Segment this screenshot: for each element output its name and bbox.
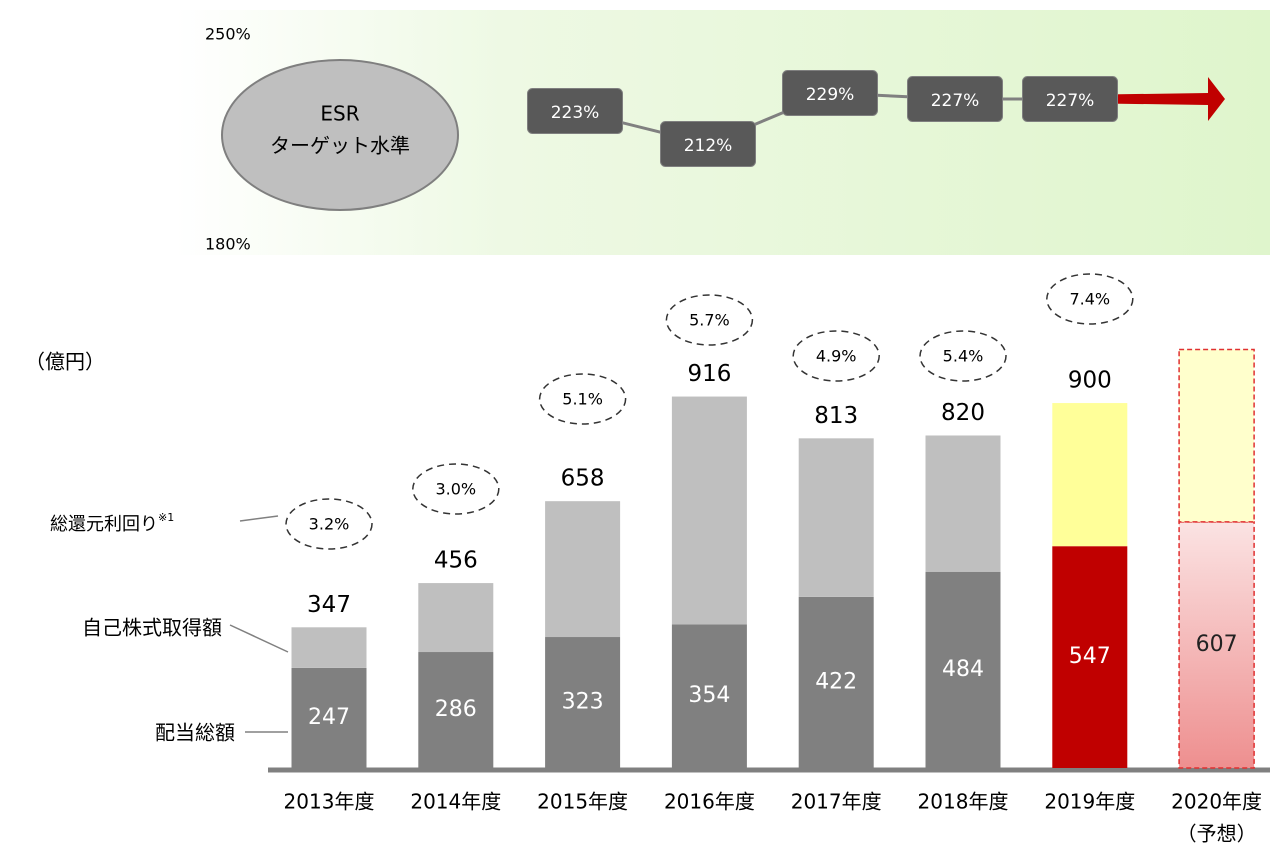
buyback-bar	[671, 396, 747, 625]
dividend-label: 607	[1196, 632, 1238, 657]
dividend-bar	[291, 667, 367, 768]
x-tick-label: 2019年度	[1044, 790, 1135, 814]
legend-label: 総還元利回り※1	[50, 511, 174, 535]
buyback-bar	[1178, 348, 1255, 523]
esr-title: ターゲット水準	[270, 134, 410, 158]
leader-line	[229, 624, 289, 653]
x-tick-label: 2020年度	[1171, 790, 1262, 814]
esr-tick-label: 180%	[205, 235, 251, 254]
x-tick-label: 2015年度	[537, 790, 628, 814]
x-tick-label: 2017年度	[791, 790, 882, 814]
legend-label: 総還元利回り	[50, 514, 158, 535]
dividend-label: 354	[688, 683, 730, 708]
total-label: 900	[1068, 368, 1112, 394]
esr-target-ellipse	[221, 59, 459, 211]
dividend-bar	[925, 571, 1001, 768]
esr-value-label: 212%	[684, 136, 733, 156]
dividend-label: 422	[815, 669, 857, 694]
buyback-bar	[925, 435, 1001, 572]
dividend-bar	[798, 596, 874, 768]
esr-box	[1022, 76, 1118, 122]
yield-oval	[538, 373, 627, 425]
esr-box	[527, 88, 623, 134]
buyback-bar	[545, 501, 621, 638]
yield-oval	[665, 294, 754, 346]
yield-oval	[1046, 273, 1134, 325]
esr-box	[660, 121, 756, 167]
legend-label: 自己株式取得額	[82, 616, 222, 640]
dividend-bar	[1178, 521, 1255, 769]
total-label: 456	[434, 548, 478, 574]
buyback-bar	[798, 438, 874, 597]
leader-line	[239, 515, 279, 522]
dividend-bar	[671, 624, 747, 768]
x-tick-label: 2014年度	[410, 790, 501, 814]
x-tick-note: （予想）	[1177, 822, 1257, 846]
yield-oval	[919, 330, 1007, 382]
dividend-label: 547	[1069, 644, 1111, 669]
x-tick-label: 2013年度	[284, 790, 375, 814]
yield-label: 3.2%	[309, 515, 350, 534]
x-tick-label: 2018年度	[918, 790, 1009, 814]
yield-label: 7.4%	[1069, 290, 1110, 309]
esr-value-label: 227%	[931, 91, 980, 111]
x-tick-label: 2016年度	[664, 790, 755, 814]
legend-note: ※1	[158, 511, 174, 524]
esr-box	[782, 70, 878, 116]
dividend-label: 247	[308, 705, 350, 730]
yield-oval	[412, 463, 500, 515]
yield-oval	[285, 498, 373, 550]
buyback-bar	[418, 583, 494, 653]
unit-label: （億円）	[25, 350, 105, 374]
buyback-bar	[291, 627, 367, 668]
yield-label: 5.4%	[943, 347, 984, 366]
esr-value-label: 223%	[551, 103, 600, 123]
dividend-label: 323	[562, 690, 604, 715]
legend-label: 配当総額	[155, 721, 235, 745]
total-label: 658	[561, 466, 605, 492]
total-label: 813	[814, 403, 858, 429]
esr-tick-label: 250%	[205, 25, 251, 44]
total-label: 916	[687, 361, 731, 387]
total-label: 347	[307, 592, 351, 618]
dividend-label: 484	[942, 657, 984, 682]
yield-oval	[792, 330, 880, 382]
buyback-bar	[1052, 403, 1128, 547]
esr-title: ESR	[320, 102, 359, 126]
esr-value-label: 227%	[1046, 91, 1095, 111]
yield-label: 5.1%	[562, 390, 603, 409]
total-label: 820	[941, 400, 985, 426]
dividend-label: 286	[435, 697, 477, 722]
dividend-bar	[545, 637, 621, 768]
dividend-bar	[1052, 546, 1128, 768]
yield-label: 5.7%	[689, 311, 730, 330]
dividend-bar	[418, 652, 494, 768]
yield-label: 3.0%	[435, 480, 476, 499]
yield-label: 4.9%	[816, 347, 857, 366]
esr-box	[907, 76, 1003, 122]
esr-value-label: 229%	[806, 85, 855, 105]
esr-arrow	[1070, 77, 1225, 121]
